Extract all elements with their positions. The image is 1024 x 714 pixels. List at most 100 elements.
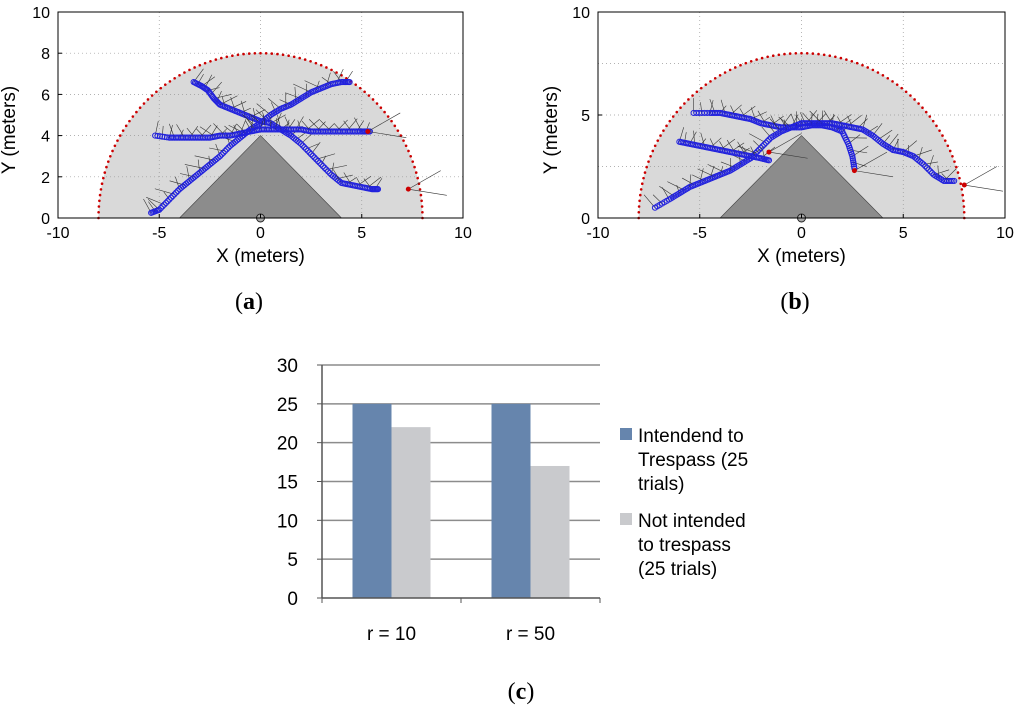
panel-b-endpoint-marker xyxy=(766,149,772,155)
boundary-point xyxy=(105,165,108,169)
panel-a-ray xyxy=(408,170,441,190)
boundary-point xyxy=(822,53,826,57)
heading-line xyxy=(707,164,726,173)
boundary-point xyxy=(276,52,279,56)
boundary-point xyxy=(386,115,390,118)
boundary-point xyxy=(155,90,158,94)
boundary-point xyxy=(900,86,904,90)
panel-b-xtick-label: 10 xyxy=(996,225,1014,242)
boundary-point xyxy=(931,119,935,123)
legend-swatch-2 xyxy=(620,513,632,525)
boundary-point xyxy=(687,98,690,101)
panel-a-ray xyxy=(367,112,401,132)
legend-label-1: Trespass (25 xyxy=(638,450,748,471)
boundary-point xyxy=(683,102,686,105)
boundary-point xyxy=(330,68,333,72)
panel-b-ylabel: Y (meters) xyxy=(541,86,562,174)
boundary-point xyxy=(671,115,675,118)
heading-line xyxy=(146,197,165,205)
heading-line xyxy=(837,116,843,126)
boundary-point xyxy=(855,61,859,65)
boundary-point xyxy=(904,90,908,94)
boundary-point xyxy=(399,134,403,137)
trajectory-point xyxy=(296,139,303,146)
heading-line xyxy=(852,145,869,157)
boundary-point xyxy=(231,54,234,58)
trajectory-point xyxy=(923,164,931,171)
boundary-point xyxy=(159,86,163,90)
trajectory-point xyxy=(762,139,769,146)
panel-b-ytick-label: 5 xyxy=(581,108,590,125)
trajectory-point xyxy=(302,145,310,153)
boundary-point xyxy=(242,52,245,56)
trajectory-point xyxy=(927,168,934,175)
panel-b-ray xyxy=(768,151,808,159)
heading-line xyxy=(331,162,335,175)
heading-line xyxy=(196,128,206,138)
boundary-point xyxy=(921,106,924,110)
boundary-point xyxy=(962,210,966,214)
trajectory-point xyxy=(221,147,229,155)
boundary-point xyxy=(845,58,848,61)
legend-label-1: Intendend to xyxy=(638,426,744,447)
heading-line xyxy=(333,71,342,83)
boundary-point xyxy=(314,61,318,65)
panel-a-xtick-label: 5 xyxy=(357,225,366,242)
boundary-point xyxy=(953,160,956,163)
boundary-point xyxy=(728,68,732,72)
trajectory-point xyxy=(336,178,343,185)
trajectory-point xyxy=(922,163,929,170)
boundary-point xyxy=(924,110,928,114)
boundary-point xyxy=(178,73,181,77)
panel-b-ytick-label: 10 xyxy=(572,5,590,22)
panel-a-xtick-label: -5 xyxy=(152,225,166,242)
heading-line xyxy=(750,146,756,158)
boundary-point xyxy=(640,182,644,186)
trajectory-point xyxy=(321,164,328,171)
boundary-point xyxy=(723,71,727,74)
boundary-point xyxy=(411,160,415,163)
panel-b-trajectory-1 xyxy=(690,98,869,172)
boundary-point xyxy=(298,56,301,60)
panel-a-ray xyxy=(367,131,407,138)
boundary-point xyxy=(917,102,920,105)
trajectory-point xyxy=(311,154,318,161)
boundary-point xyxy=(270,52,274,55)
boundary-point xyxy=(805,52,809,55)
boundary-point xyxy=(393,124,397,128)
trajectory-point xyxy=(346,78,353,86)
boundary-point xyxy=(871,68,875,72)
trajectory-point xyxy=(756,146,763,153)
panel-b-xtick-label: 0 xyxy=(797,225,806,242)
panel-b-ray xyxy=(768,133,802,153)
trajectory-point xyxy=(309,152,316,159)
boundary-point xyxy=(946,144,950,148)
boundary-point xyxy=(303,58,307,61)
panel-c-letter: c xyxy=(516,679,527,705)
boundary-point xyxy=(913,98,916,101)
boundary-point xyxy=(637,210,641,214)
trajectory-point xyxy=(318,161,325,168)
boundary-point xyxy=(788,52,792,55)
boundary-point xyxy=(135,110,138,114)
boundary-point xyxy=(834,55,837,59)
trajectory-point xyxy=(759,143,766,150)
heading-line xyxy=(252,107,256,120)
boundary-point xyxy=(959,182,963,186)
trajectory-point xyxy=(225,144,232,151)
boundary-point xyxy=(418,188,422,191)
heading-line xyxy=(221,96,226,107)
boundary-point xyxy=(850,59,854,63)
panel-b-xlabel: X (meters) xyxy=(757,246,846,267)
boundary-point xyxy=(755,58,758,61)
legend-label-2: (25 trials) xyxy=(638,559,717,580)
trajectory-point xyxy=(157,204,165,212)
panel-c-ytick-label: 5 xyxy=(287,550,298,571)
heading-line xyxy=(207,87,220,91)
boundary-point xyxy=(656,139,660,142)
bar-r50-series-2 xyxy=(530,465,570,598)
boundary-point xyxy=(645,165,648,169)
boundary-point xyxy=(97,205,101,208)
boundary-point xyxy=(647,160,650,163)
boundary-point xyxy=(861,63,864,67)
